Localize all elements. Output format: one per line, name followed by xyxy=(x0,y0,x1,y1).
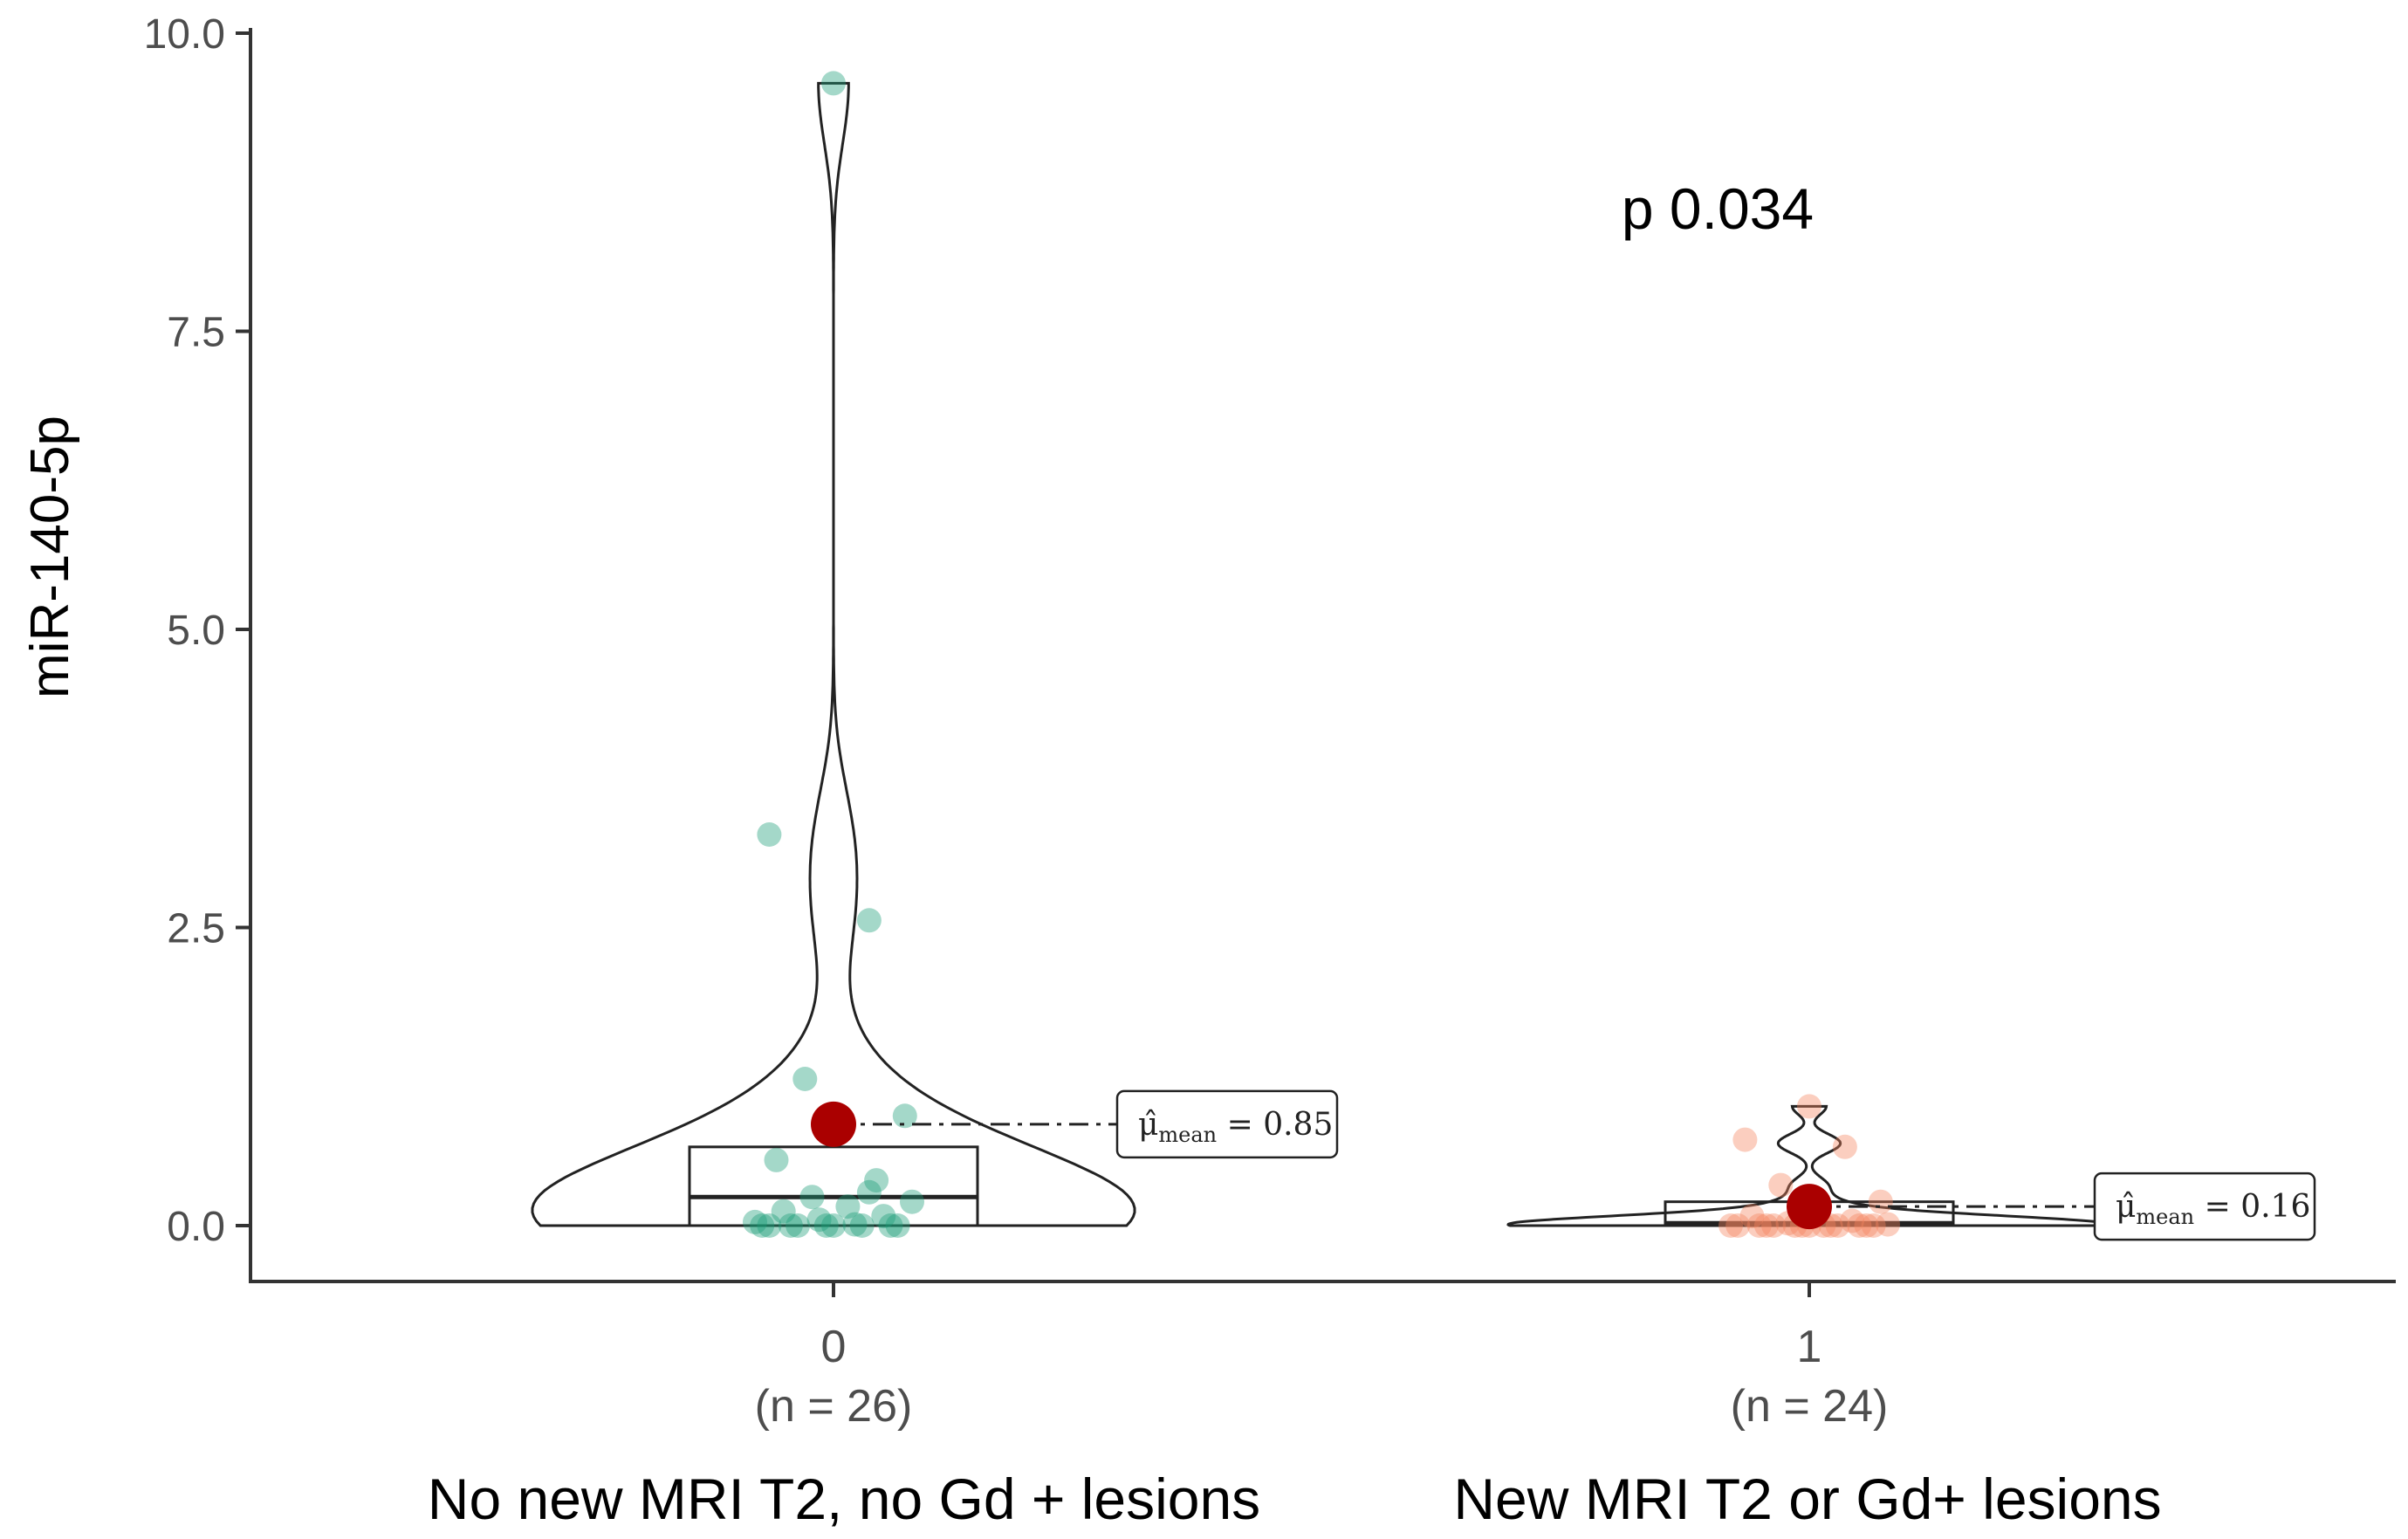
y-axis-title: miR-140-5p xyxy=(20,416,80,698)
mean-label-text: μ̂mean = 0.16 xyxy=(2116,1189,2310,1229)
data-point xyxy=(757,822,782,847)
data-point xyxy=(1753,1213,1779,1238)
data-point xyxy=(771,1199,796,1224)
x-tick-n-label: (n = 24) xyxy=(1731,1381,1889,1432)
mean-subscript: mean xyxy=(1158,1123,1217,1147)
y-tick-label: 0.0 xyxy=(167,1204,225,1250)
violins-layer xyxy=(531,81,2112,1227)
data-point xyxy=(764,1147,789,1172)
data-point xyxy=(1719,1213,1743,1238)
mean-equals: = xyxy=(2194,1189,2240,1225)
data-point xyxy=(1825,1213,1850,1238)
data-point xyxy=(799,1185,825,1210)
data-point xyxy=(806,1207,832,1233)
data-point xyxy=(792,1067,818,1091)
data-point xyxy=(778,1213,803,1238)
y-tick-label: 10.0 xyxy=(144,11,225,58)
y-tick-label: 2.5 xyxy=(167,906,225,952)
group-label: No new MRI T2, no Gd + lesions xyxy=(428,1467,1260,1531)
data-point xyxy=(856,1179,882,1205)
data-point xyxy=(1847,1213,1872,1238)
data-point xyxy=(856,908,882,933)
data-point xyxy=(757,1213,782,1238)
data-point xyxy=(1732,1127,1758,1152)
data-point xyxy=(1832,1134,1857,1159)
mean-label-box xyxy=(2093,1171,2316,1241)
data-point xyxy=(813,1213,839,1238)
data-point xyxy=(786,1213,811,1238)
data-point xyxy=(885,1213,910,1238)
data-point xyxy=(743,1209,767,1234)
data-point xyxy=(835,1194,861,1220)
data-point xyxy=(871,1204,896,1229)
data-point xyxy=(1840,1208,1865,1233)
group-label: New MRI T2 or Gd+ lesions xyxy=(1453,1467,2161,1531)
mean-point xyxy=(811,1101,856,1147)
data-point xyxy=(821,71,846,96)
p-value-annotation: p 0.034 xyxy=(1622,176,1814,241)
mean-equals: = xyxy=(1217,1107,1263,1143)
x-tick-n-label: (n = 26) xyxy=(755,1381,913,1432)
y-tick-label: 5.0 xyxy=(167,608,225,654)
data-point xyxy=(1861,1213,1886,1238)
data-point xyxy=(1868,1189,1893,1214)
data-point xyxy=(1768,1172,1794,1198)
data-point xyxy=(878,1213,903,1238)
mean-label-text: μ̂mean = 0.85 xyxy=(1138,1107,1333,1147)
mean-point xyxy=(1787,1184,1832,1230)
data-point xyxy=(900,1189,924,1214)
y-tick-label: 7.5 xyxy=(167,310,225,356)
points-layer xyxy=(743,71,1900,1238)
data-point xyxy=(750,1213,775,1238)
data-point xyxy=(1854,1213,1879,1238)
data-point xyxy=(1761,1213,1787,1238)
x-ticks-layer: 0 (n = 26) No new MRI T2, no Gd + lesions 1… xyxy=(428,1281,2162,1531)
data-point xyxy=(1725,1213,1751,1238)
data-point xyxy=(1876,1212,1900,1237)
means-layer: μ̂mean = 0.85μ̂mean = 0.16 xyxy=(811,1089,2316,1241)
data-point xyxy=(1739,1204,1765,1229)
y-ticks-layer: 0.0 2.5 5.0 7.5 10.0 xyxy=(144,11,250,1250)
violin-outline xyxy=(1506,1104,2112,1227)
data-point xyxy=(842,1212,868,1237)
data-point xyxy=(821,1213,846,1238)
mean-mu-symbol: μ̂ xyxy=(1138,1107,1158,1143)
data-point xyxy=(849,1213,875,1238)
data-point xyxy=(892,1103,917,1129)
data-point xyxy=(864,1168,889,1193)
mean-value: 0.85 xyxy=(1263,1107,1333,1143)
mean-subscript: mean xyxy=(2136,1205,2194,1229)
data-point xyxy=(1746,1213,1772,1238)
data-point xyxy=(1797,1094,1821,1119)
mean-mu-symbol: μ̂ xyxy=(2116,1189,2136,1225)
x-tick-label: 0 xyxy=(821,1322,847,1372)
x-tick-label: 1 xyxy=(1797,1322,1822,1372)
violin-outline xyxy=(531,81,1136,1227)
mean-value: 0.16 xyxy=(2240,1189,2310,1225)
mean-label-box xyxy=(1115,1089,1339,1159)
